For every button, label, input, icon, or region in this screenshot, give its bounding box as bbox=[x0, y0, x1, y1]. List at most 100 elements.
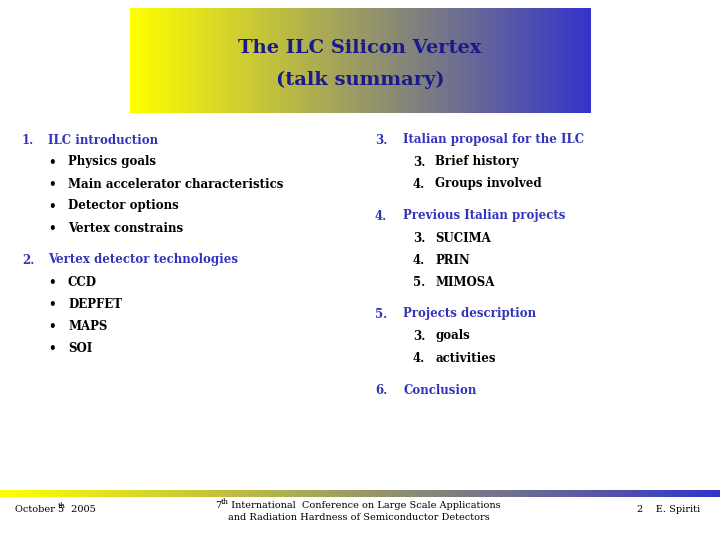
Bar bbox=[351, 490, 354, 497]
Bar bbox=[257, 490, 260, 497]
Bar bbox=[437, 490, 440, 497]
Bar bbox=[414, 8, 416, 113]
Bar bbox=[449, 8, 451, 113]
Bar bbox=[605, 490, 608, 497]
Bar bbox=[600, 490, 603, 497]
Bar bbox=[541, 8, 544, 113]
Bar bbox=[36, 490, 40, 497]
Bar bbox=[365, 490, 368, 497]
Bar bbox=[213, 8, 215, 113]
Text: 7: 7 bbox=[215, 502, 221, 510]
Bar bbox=[196, 8, 199, 113]
Bar bbox=[194, 490, 198, 497]
Text: 5.: 5. bbox=[413, 275, 426, 288]
Bar bbox=[486, 8, 488, 113]
Bar bbox=[559, 8, 562, 113]
Bar bbox=[459, 490, 462, 497]
Bar bbox=[379, 490, 382, 497]
Text: Physics goals: Physics goals bbox=[68, 156, 156, 168]
Bar bbox=[81, 490, 85, 497]
Bar bbox=[539, 8, 542, 113]
Bar bbox=[63, 490, 66, 497]
Bar bbox=[334, 8, 336, 113]
Bar bbox=[524, 8, 526, 113]
Bar bbox=[202, 8, 204, 113]
Bar bbox=[433, 8, 436, 113]
Bar bbox=[626, 490, 630, 497]
Bar bbox=[482, 490, 486, 497]
Bar bbox=[230, 490, 234, 497]
Bar bbox=[336, 490, 339, 497]
Text: th: th bbox=[221, 498, 229, 506]
Bar bbox=[456, 490, 459, 497]
Bar bbox=[302, 8, 305, 113]
Bar bbox=[447, 8, 450, 113]
Bar bbox=[356, 8, 358, 113]
Bar bbox=[197, 8, 200, 113]
Bar bbox=[91, 490, 94, 497]
Bar bbox=[420, 490, 423, 497]
Text: MAPS: MAPS bbox=[68, 320, 107, 333]
Bar bbox=[482, 8, 485, 113]
Bar bbox=[375, 8, 378, 113]
Bar bbox=[366, 8, 369, 113]
Bar bbox=[153, 8, 156, 113]
Bar bbox=[535, 490, 539, 497]
Bar bbox=[391, 8, 393, 113]
Text: Main accelerator characteristics: Main accelerator characteristics bbox=[68, 178, 284, 191]
Bar bbox=[557, 490, 560, 497]
Bar bbox=[588, 8, 591, 113]
Bar bbox=[466, 8, 468, 113]
Bar bbox=[478, 8, 481, 113]
Bar bbox=[480, 490, 483, 497]
Bar bbox=[429, 8, 431, 113]
Bar bbox=[294, 8, 297, 113]
Bar bbox=[554, 490, 558, 497]
Bar bbox=[531, 490, 534, 497]
Bar bbox=[132, 8, 134, 113]
Bar bbox=[305, 490, 308, 497]
Bar bbox=[142, 490, 145, 497]
Bar bbox=[94, 490, 97, 497]
Bar bbox=[653, 490, 656, 497]
Bar bbox=[242, 8, 245, 113]
Bar bbox=[499, 490, 503, 497]
Bar bbox=[549, 8, 551, 113]
Bar bbox=[233, 490, 236, 497]
Bar bbox=[412, 8, 415, 113]
Bar bbox=[221, 490, 224, 497]
Bar bbox=[444, 490, 447, 497]
Bar bbox=[340, 8, 343, 113]
Bar bbox=[387, 490, 390, 497]
Bar bbox=[408, 8, 410, 113]
Bar bbox=[408, 490, 411, 497]
Bar bbox=[379, 8, 381, 113]
Bar bbox=[348, 490, 351, 497]
Bar bbox=[718, 490, 720, 497]
Bar bbox=[77, 490, 80, 497]
Bar bbox=[216, 490, 220, 497]
Bar bbox=[417, 8, 419, 113]
Bar bbox=[190, 8, 192, 113]
Bar bbox=[338, 490, 342, 497]
Bar bbox=[220, 8, 223, 113]
Text: 3.: 3. bbox=[413, 156, 426, 168]
Bar bbox=[619, 490, 623, 497]
Bar bbox=[289, 8, 292, 113]
Bar bbox=[287, 8, 289, 113]
Text: International  Conference on Large Scale Applications: International Conference on Large Scale … bbox=[228, 502, 500, 510]
Bar bbox=[96, 490, 99, 497]
Bar bbox=[451, 490, 454, 497]
Bar bbox=[413, 490, 416, 497]
Text: ILC introduction: ILC introduction bbox=[48, 133, 158, 146]
Bar bbox=[544, 8, 546, 113]
Bar bbox=[402, 8, 404, 113]
Bar bbox=[162, 8, 165, 113]
Bar bbox=[711, 490, 714, 497]
Bar bbox=[371, 8, 373, 113]
Bar bbox=[22, 490, 25, 497]
Bar bbox=[527, 8, 530, 113]
Bar bbox=[487, 490, 490, 497]
Bar bbox=[470, 8, 473, 113]
Bar bbox=[686, 490, 690, 497]
